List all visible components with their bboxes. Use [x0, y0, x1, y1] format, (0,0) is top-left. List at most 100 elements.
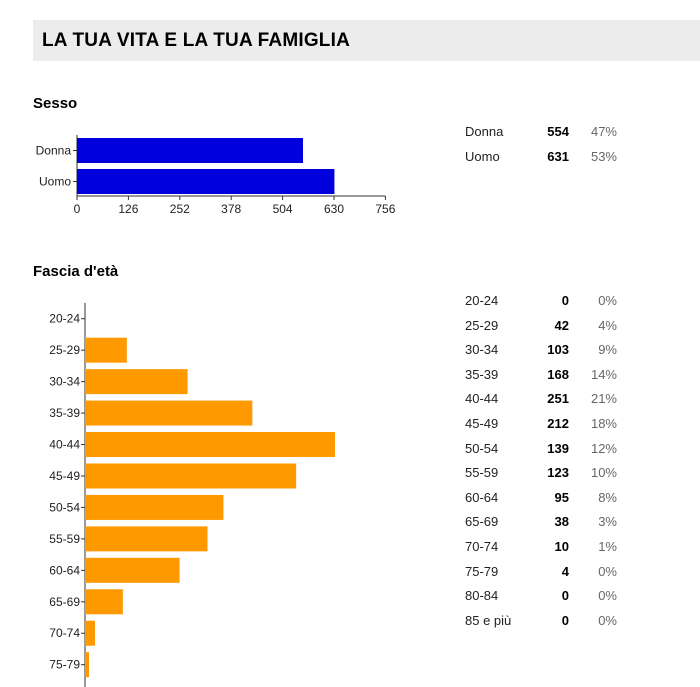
age-category-label: 70-74: [49, 626, 80, 640]
age-bar: [85, 337, 127, 363]
row-percent: 9%: [598, 342, 617, 358]
row-percent: 47%: [590, 124, 617, 139]
sex-x-tick-label: 756: [375, 202, 395, 216]
row-label: 30-34: [465, 342, 499, 358]
row-label: 55-59: [465, 465, 499, 481]
sex-x-tick-label: 0: [74, 202, 81, 216]
row-percent: 0%: [598, 588, 617, 604]
table-row: Donna 554 47%: [465, 120, 617, 145]
table-row: 20-24 0 0%: [465, 289, 617, 314]
row-count: 631: [547, 148, 569, 164]
row-count: 103: [547, 342, 569, 358]
section-header: LA TUA VITA E LA TUA FAMIGLIA: [33, 20, 700, 61]
row-label: 65-69: [465, 514, 499, 530]
row-count: 168: [547, 366, 569, 382]
row-label: 35-39: [465, 366, 499, 382]
row-label: 50-54: [465, 440, 499, 456]
sex-x-tick-label: 378: [221, 202, 241, 216]
row-label: 70-74: [465, 538, 499, 554]
row-count: 95: [554, 489, 569, 505]
row-count: 251: [547, 391, 569, 407]
row-count: 4: [561, 563, 569, 579]
table-row: 30-34 103 9%: [465, 338, 617, 363]
age-bar: [85, 369, 188, 395]
sex-bar: [77, 138, 303, 163]
age-category-label: 65-69: [49, 595, 80, 609]
row-label: Uomo: [465, 148, 500, 164]
sex-x-tick-label: 126: [118, 202, 138, 216]
age-category-label: 45-49: [49, 469, 80, 483]
age-bar: [85, 400, 253, 426]
table-row: 75-79 4 0%: [465, 560, 617, 585]
sex-summary-table: Donna 554 47% Uomo 631 53%: [465, 120, 617, 169]
row-count: 123: [547, 465, 569, 481]
age-bar: [85, 432, 335, 458]
sex-x-tick-label: 504: [273, 202, 293, 216]
age-category-label: 20-24: [49, 312, 80, 326]
row-percent: 0%: [598, 563, 617, 579]
row-count: 212: [547, 415, 569, 431]
row-count: 554: [547, 124, 569, 139]
table-row: 85 e più 0 0%: [465, 609, 617, 634]
row-percent: 0%: [598, 293, 617, 308]
sex-x-tick-label: 630: [324, 202, 344, 216]
row-percent: 53%: [590, 148, 617, 164]
row-label: 45-49: [465, 415, 499, 431]
row-percent: 21%: [590, 391, 617, 407]
row-percent: 12%: [590, 440, 617, 456]
row-label: 80-84: [465, 588, 499, 604]
age-category-label: 30-34: [49, 375, 80, 389]
row-count: 0: [561, 588, 569, 604]
row-label: 60-64: [465, 489, 499, 505]
table-row: 60-64 95 8%: [465, 486, 617, 511]
age-bar: [85, 494, 224, 520]
age-category-label: 75-79: [49, 658, 80, 672]
row-count: 10: [554, 538, 569, 554]
row-count: 139: [547, 440, 569, 456]
row-label: 85 e più: [465, 612, 512, 628]
row-count: 38: [554, 514, 569, 530]
age-category-label: 55-59: [49, 532, 80, 546]
age-summary-table: 20-24 0 0% 25-29 42 4% 30-34 103 9% 35-39 168 14% 40…: [465, 289, 617, 633]
age-bar: [85, 463, 297, 489]
age-bar: [85, 526, 208, 552]
row-label: 20-24: [465, 293, 499, 308]
age-category-label: 35-39: [49, 406, 80, 420]
row-count: 42: [554, 317, 569, 333]
page-title: LA TUA VITA E LA TUA FAMIGLIA: [42, 30, 351, 51]
table-row: 25-29 42 4%: [465, 314, 617, 339]
age-category-label: 40-44: [49, 438, 80, 452]
age-category-label: 60-64: [49, 563, 80, 577]
sex-category-label: Uomo: [39, 175, 71, 189]
row-percent: 8%: [598, 489, 617, 505]
table-row: 45-49 212 18%: [465, 412, 617, 437]
sex-bar: [77, 169, 335, 194]
table-row: Uomo 631 53%: [465, 145, 617, 170]
row-percent: 1%: [598, 538, 617, 554]
row-count: 0: [561, 293, 569, 308]
age-bar: [85, 620, 95, 646]
row-percent: 0%: [598, 612, 617, 628]
table-row: 80-84 0 0%: [465, 584, 617, 609]
table-row: 40-44 251 21%: [465, 387, 617, 412]
age-bar: [85, 589, 123, 615]
row-percent: 14%: [590, 366, 617, 382]
row-percent: 4%: [598, 317, 617, 333]
row-label: 25-29: [465, 317, 499, 333]
row-count: 0: [561, 612, 569, 628]
table-row: 65-69 38 3%: [465, 510, 617, 535]
row-label: 40-44: [465, 391, 499, 407]
row-percent: 3%: [598, 514, 617, 530]
sex-section-title: Sesso: [33, 95, 78, 112]
table-row: 50-54 139 12%: [465, 437, 617, 462]
row-label: Donna: [465, 124, 504, 139]
age-bar: [85, 652, 89, 678]
table-row: 35-39 168 14%: [465, 363, 617, 388]
row-percent: 18%: [590, 415, 617, 431]
row-label: 75-79: [465, 563, 499, 579]
row-percent: 10%: [590, 465, 617, 481]
age-category-label: 50-54: [49, 500, 80, 514]
age-section-title: Fascia d'età: [33, 263, 119, 280]
